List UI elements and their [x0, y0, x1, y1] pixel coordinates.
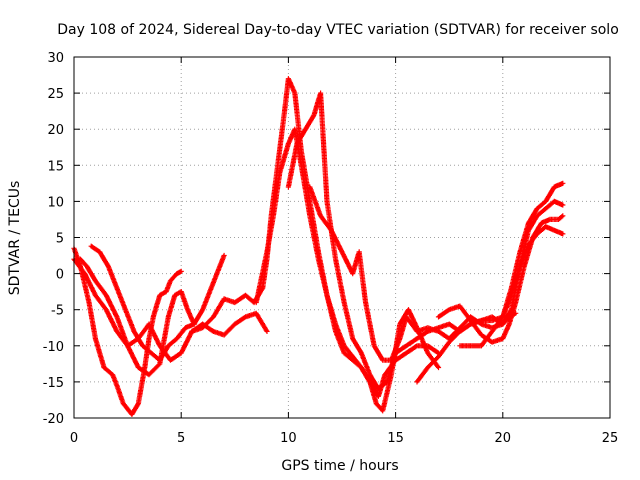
y-tick-label: 25 [47, 87, 64, 102]
data-series-layer [71, 76, 566, 417]
x-tick-label: 15 [387, 431, 404, 446]
y-tick-label: 5 [56, 232, 64, 247]
x-axis-label: GPS time / hours [281, 458, 398, 474]
x-tick-label: 20 [495, 431, 512, 446]
y-tick-label: 10 [47, 195, 64, 210]
x-tick-label: 25 [602, 431, 619, 446]
data-point-markers [88, 243, 197, 363]
x-tick-label: 0 [70, 431, 78, 446]
series-track-12 [500, 224, 566, 320]
data-point-markers [253, 126, 442, 414]
y-tick-label: -10 [43, 340, 64, 355]
axis-ticks: 0 5 10 15 20 25 -20 -15 -10 -5 0 5 10 15 20 25 30 [43, 51, 619, 446]
y-tick-label: -5 [51, 304, 64, 319]
y-tick-label: -15 [43, 376, 64, 391]
y-tick-label: -20 [43, 412, 64, 427]
y-tick-label: 0 [56, 268, 64, 283]
x-tick-label: 10 [280, 431, 297, 446]
x-tick-label: 5 [177, 431, 185, 446]
y-tick-label: 30 [47, 51, 64, 66]
data-point-markers [500, 224, 566, 320]
chart-title: Day 108 of 2024, Sidereal Day-to-day VTE… [57, 22, 619, 38]
series-track-4 [88, 243, 197, 363]
y-axis-label: SDTVAR / TECUs [7, 181, 23, 296]
y-tick-label: 15 [47, 159, 64, 174]
series-track-6 [253, 126, 442, 414]
y-tick-label: 20 [47, 123, 64, 138]
